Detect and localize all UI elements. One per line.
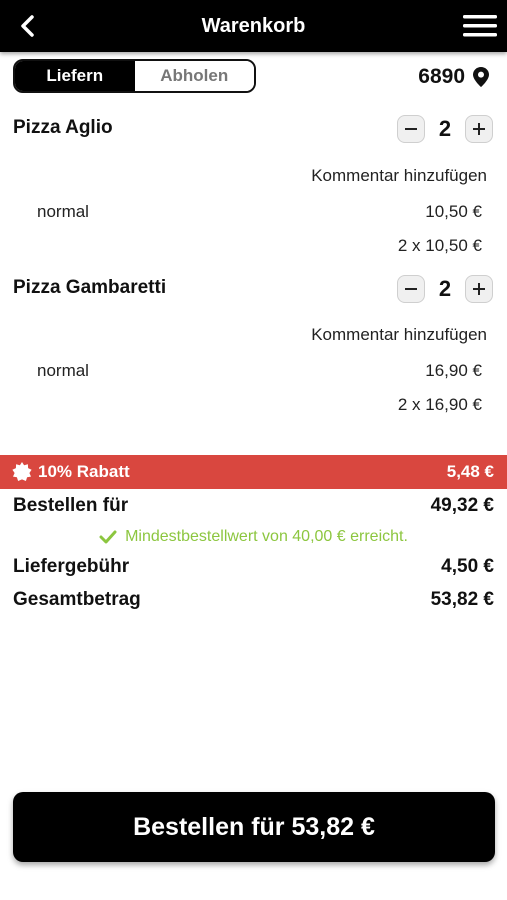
order-subtotal-row: Bestellen für 49,32 € xyxy=(13,495,494,521)
add-comment-link[interactable]: Kommentar hinzufügen xyxy=(311,166,487,185)
discount-label: 10% Rabatt xyxy=(38,462,130,481)
total-value: 53,82 € xyxy=(430,589,494,610)
min-order-notice: Mindestbestellwert von 40,00 € erreicht. xyxy=(0,526,507,548)
item-unit-price: 16,90 € xyxy=(425,361,482,380)
item-variant: normal xyxy=(37,361,89,380)
hamburger-menu-icon[interactable] xyxy=(463,13,497,39)
delivery-fee-row: Liefergebühr 4,50 € xyxy=(13,556,494,582)
order-subtotal-value: 49,32 € xyxy=(430,495,494,516)
cart-item-name: Pizza Gambaretti xyxy=(13,277,167,298)
minus-icon xyxy=(405,128,417,130)
delivery-fee-label: Liefergebühr xyxy=(13,556,130,577)
decrease-quantity-button[interactable] xyxy=(397,115,425,143)
chevron-left-icon[interactable] xyxy=(14,12,42,40)
order-subtotal-label: Bestellen für xyxy=(13,495,129,516)
plus-icon xyxy=(473,283,485,295)
item-line-total: 2 x 10,50 € xyxy=(397,236,482,255)
quantity-stepper: 2 xyxy=(397,275,493,303)
decrease-quantity-button[interactable] xyxy=(397,275,425,303)
min-order-text: Mindestbestellwert von 40,00 € erreicht. xyxy=(125,528,408,545)
total-row: Gesamtbetrag 53,82 € xyxy=(13,589,494,615)
delivery-fee-value: 4,50 € xyxy=(441,556,494,577)
delivery-option-liefern[interactable]: Liefern xyxy=(15,61,135,91)
delivery-location[interactable]: 6890 xyxy=(418,62,489,92)
page-title: Warenkorb xyxy=(201,15,306,37)
badge-icon xyxy=(12,462,32,481)
delivery-mode-toggle: Liefern Abholen xyxy=(13,59,256,93)
cart-item-name: Pizza Aglio xyxy=(13,117,113,138)
item-line-total: 2 x 16,90 € xyxy=(397,395,482,414)
discount-amount: 5,48 € xyxy=(446,462,494,481)
zip-code: 6890 xyxy=(418,65,465,88)
increase-quantity-button[interactable] xyxy=(465,115,493,143)
checkout-button[interactable]: Bestellen für 53,82 € xyxy=(13,792,495,862)
discount-banner: 10% Rabatt 5,48 € xyxy=(0,455,507,489)
top-bar: Warenkorb xyxy=(0,0,507,52)
item-variant: normal xyxy=(37,202,89,221)
total-label: Gesamtbetrag xyxy=(13,589,141,610)
quantity-value: 2 xyxy=(438,276,452,301)
delivery-option-abholen[interactable]: Abholen xyxy=(134,61,254,91)
minus-icon xyxy=(405,288,417,290)
add-comment-link[interactable]: Kommentar hinzufügen xyxy=(311,325,487,344)
map-pin-icon xyxy=(473,67,489,87)
quantity-stepper: 2 xyxy=(397,115,493,143)
quantity-value: 2 xyxy=(438,116,452,141)
increase-quantity-button[interactable] xyxy=(465,275,493,303)
plus-icon xyxy=(473,123,485,135)
item-unit-price: 10,50 € xyxy=(425,202,482,221)
check-icon xyxy=(99,530,117,544)
